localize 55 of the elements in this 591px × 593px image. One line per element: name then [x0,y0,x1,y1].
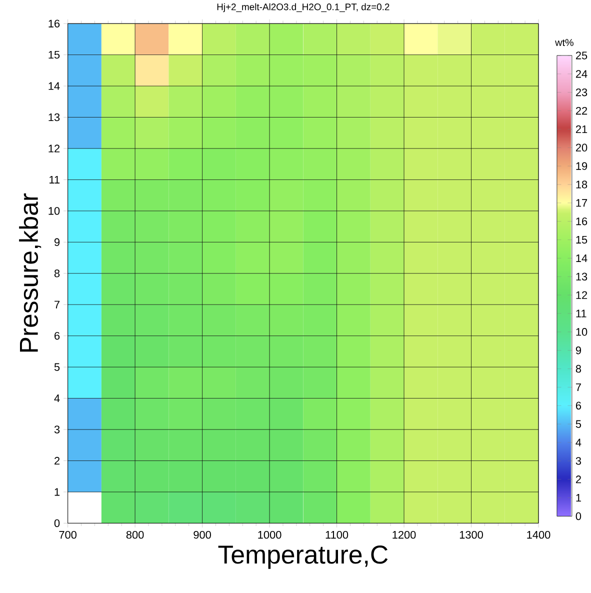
color-bar-label: 9 [576,346,581,354]
color-bar-label: 25 [576,52,587,60]
color-bar-label: 10 [576,328,587,336]
color-bar-title: wt% [554,39,574,46]
color-bar-label: 23 [576,88,587,96]
color-bar-label: 20 [576,144,587,152]
y-tick-label: 15 [48,50,60,59]
color-bar-label: 22 [576,106,587,115]
x-tick-label: 1400 [527,530,550,539]
y-tick-label: 10 [48,207,60,215]
color-bar-label: 5 [576,420,581,428]
y-tick-label: 2 [54,456,60,465]
chart-title: Hj+2_melt-Al2O3.d_H2O_0.1_PT, dz=0.2 [217,3,390,12]
y-tick-label: 1 [54,488,60,496]
y-tick-label: 14 [48,82,60,90]
color-bar-label: 0 [576,512,581,520]
color-bar-label: 3 [576,457,581,465]
y-tick-label: 11 [49,176,60,184]
x-tick-label: 700 [59,530,76,539]
x-tick-label: 1200 [392,530,416,539]
color-bar-label: 7 [576,383,581,391]
x-axis-title: Temperature,C [218,545,388,569]
y-tick-label: 16 [48,20,60,28]
y-tick-label: 5 [54,363,60,371]
color-bar-label: 17 [576,199,587,207]
y-tick-label: 3 [54,426,60,434]
color-bar-label: 1 [576,494,581,502]
color-bar-label: 4 [576,438,582,446]
color-bar-label: 24 [576,70,588,78]
x-tick-label: 800 [126,530,144,539]
y-tick-label: 7 [54,300,60,308]
y-tick-label: 0 [54,519,60,528]
color-bar-label: 21 [576,125,587,134]
color-bar-label: 12 [576,291,587,299]
color-bar-label: 2 [576,476,581,484]
color-bar-label: 8 [576,364,581,373]
y-tick-label: 4 [54,394,60,402]
color-bar-label: 11 [576,310,586,318]
y-axis-title: Pressure,kbar [18,193,41,352]
y-tick-label: 9 [54,238,60,246]
color-bar-label: 18 [576,180,587,188]
color-bar-label: 16 [576,217,587,226]
y-tick-label: 6 [54,332,60,340]
x-tick-label: 1000 [258,530,282,539]
y-tick-label: 13 [48,113,60,122]
x-tick-label: 1100 [326,530,348,539]
color-bar-label: 14 [576,254,588,262]
color-bar-label: 15 [576,236,587,244]
x-tick-label: 1300 [460,530,483,539]
color-bar-label: 6 [576,402,581,410]
x-tick-label: 900 [194,530,211,539]
y-tick-label: 12 [48,144,60,152]
y-tick-label: 8 [54,270,60,278]
color-bar-label: 19 [576,162,587,170]
color-bar-label: 13 [576,272,587,281]
